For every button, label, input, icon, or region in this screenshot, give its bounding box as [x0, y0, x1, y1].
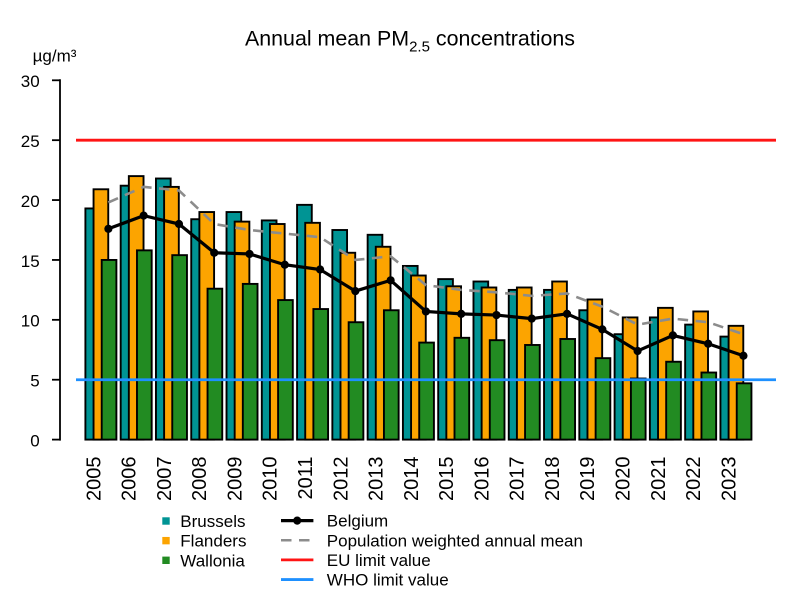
svg-text:2015: 2015	[436, 457, 458, 502]
svg-text:Flanders: Flanders	[180, 532, 246, 551]
svg-text:2018: 2018	[542, 457, 564, 502]
svg-text:Population weighted annual mea: Population weighted annual mean	[327, 531, 583, 550]
svg-text:2021: 2021	[648, 457, 670, 502]
svg-text:2020: 2020	[613, 457, 635, 502]
svg-text:0: 0	[30, 431, 39, 450]
svg-text:Belgium: Belgium	[327, 512, 388, 531]
svg-text:2014: 2014	[401, 457, 423, 502]
svg-text:µg/m³: µg/m³	[33, 47, 77, 66]
svg-text:25: 25	[21, 132, 40, 151]
svg-text:WHO limit value: WHO limit value	[327, 571, 449, 590]
svg-text:2019: 2019	[577, 457, 599, 502]
svg-text:5: 5	[30, 372, 39, 391]
svg-text:2022: 2022	[683, 457, 705, 502]
svg-text:Wallonia: Wallonia	[180, 551, 245, 570]
svg-text:2006: 2006	[119, 457, 141, 502]
svg-text:EU limit value: EU limit value	[327, 551, 431, 570]
svg-text:Brussels: Brussels	[180, 512, 245, 531]
svg-text:10: 10	[21, 312, 40, 331]
svg-text:30: 30	[21, 72, 40, 91]
svg-text:2005: 2005	[83, 457, 105, 502]
svg-text:20: 20	[21, 192, 40, 211]
svg-text:2007: 2007	[154, 457, 176, 502]
svg-text:2023: 2023	[718, 457, 740, 502]
svg-text:2017: 2017	[507, 457, 529, 502]
svg-text:15: 15	[21, 252, 40, 271]
svg-text:2016: 2016	[471, 457, 493, 502]
svg-text:2013: 2013	[366, 457, 388, 502]
svg-text:2009: 2009	[224, 457, 246, 502]
svg-text:2011: 2011	[295, 457, 317, 500]
svg-text:2008: 2008	[189, 457, 211, 502]
svg-text:2012: 2012	[330, 457, 352, 502]
svg-text:2010: 2010	[260, 457, 282, 502]
